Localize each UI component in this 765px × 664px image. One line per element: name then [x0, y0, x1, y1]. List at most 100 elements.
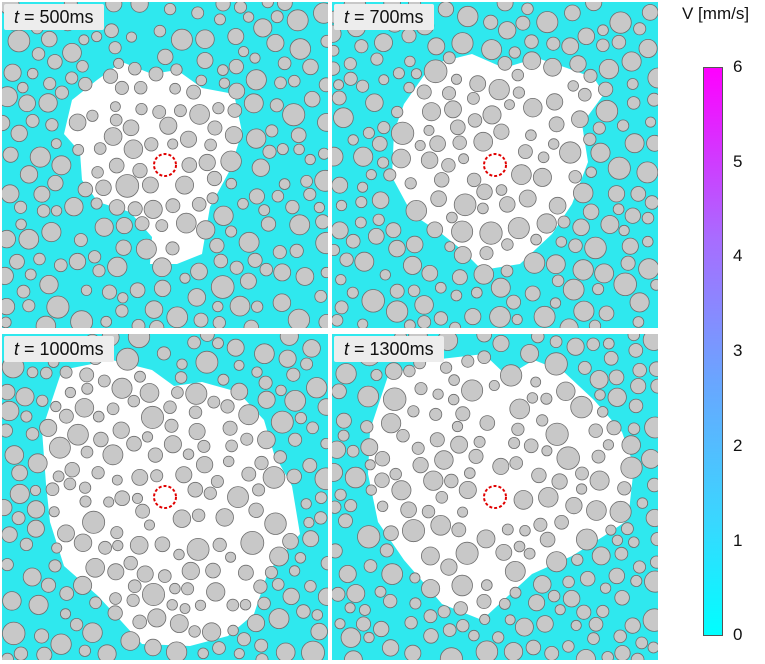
grain-particle: [45, 118, 59, 132]
grain-particle: [556, 446, 580, 470]
grain-particle: [464, 467, 476, 479]
grain-particle: [97, 644, 117, 660]
grain-particle: [196, 456, 214, 474]
grain-particle: [51, 542, 63, 554]
grain-particle: [498, 597, 511, 610]
grain-particle: [135, 238, 157, 260]
grain-particle: [344, 650, 363, 660]
grain-particle: [364, 459, 376, 471]
grain-particle: [630, 186, 647, 202]
grain-particle: [51, 155, 72, 176]
grain-particle: [602, 439, 614, 451]
grain-particle: [217, 64, 229, 76]
grain-particle: [570, 619, 582, 631]
grain-particle: [167, 138, 179, 150]
grain-particle: [482, 105, 502, 125]
grain-particle: [587, 632, 600, 645]
grain-particle: [27, 453, 48, 474]
grain-particle: [185, 382, 208, 405]
grain-particle: [606, 420, 622, 436]
grain-particle: [435, 491, 449, 504]
grain-particle: [556, 381, 576, 402]
grain-particle: [489, 306, 511, 328]
grain-particle: [260, 216, 277, 232]
grain-particle: [127, 201, 143, 217]
grain-particle: [343, 57, 357, 71]
grain-particle: [423, 124, 435, 136]
grain-particle: [632, 560, 646, 574]
grain-particle: [70, 310, 93, 328]
grain-particle: [427, 37, 446, 56]
grain-particle: [332, 543, 343, 559]
grain-particle: [523, 547, 536, 560]
grain-particle: [91, 31, 103, 43]
grain-particle: [577, 361, 592, 375]
grain-particle: [354, 216, 367, 229]
grain-particle: [31, 47, 46, 61]
grain-particle: [568, 170, 582, 184]
grain-particle: [302, 530, 320, 548]
grain-particle: [217, 373, 230, 386]
grain-particle: [498, 21, 517, 40]
grain-particle: [338, 513, 353, 529]
grain-particle: [344, 466, 367, 489]
grain-particle: [289, 38, 312, 60]
grain-particle: [166, 641, 188, 660]
grain-particle: [380, 413, 402, 434]
grain-particle: [457, 5, 479, 28]
grain-particle: [414, 139, 426, 151]
grain-particle: [524, 34, 539, 49]
grain-particle: [302, 458, 318, 473]
grain-particle: [647, 641, 658, 654]
grain-particle: [473, 131, 494, 152]
grain-particle: [215, 2, 231, 12]
grain-particle: [269, 546, 290, 567]
grain-particle: [647, 477, 658, 493]
grain-particle: [451, 522, 467, 538]
grain-particle: [120, 631, 141, 651]
grain-particle: [614, 590, 630, 606]
grain-particle: [333, 107, 354, 128]
grain-particle: [104, 23, 119, 39]
grain-particle: [206, 192, 219, 205]
grain-particle: [396, 428, 410, 443]
grain-particle: [586, 500, 607, 521]
grain-particle: [562, 590, 581, 608]
grain-particle: [546, 254, 566, 275]
grain-particle: [25, 114, 40, 128]
grain-particle: [442, 51, 456, 65]
grain-particle: [2, 229, 16, 249]
grain-particle: [2, 146, 19, 163]
grain-particle: [90, 197, 103, 210]
grain-particle: [357, 525, 381, 549]
grain-particle: [493, 123, 510, 140]
grain-particle: [376, 500, 389, 513]
grain-particle: [272, 245, 287, 260]
time-value: = 700ms: [349, 7, 424, 27]
grain-particle: [315, 491, 328, 504]
grain-particle: [47, 54, 63, 70]
grain-particle: [332, 44, 340, 57]
grain-particle: [320, 34, 328, 48]
grain-particle: [517, 144, 533, 160]
grain-particle: [268, 608, 290, 630]
grain-particle: [435, 281, 447, 294]
grain-particle: [388, 239, 406, 258]
grain-particle: [246, 614, 265, 633]
grain-particle: [205, 562, 221, 579]
grain-particle: [82, 622, 103, 643]
grain-particle: [365, 93, 384, 112]
grain-particle: [592, 121, 606, 135]
grain-particle: [97, 374, 111, 388]
grain-particle: [126, 31, 138, 43]
grain-particle: [53, 258, 68, 273]
grain-particle: [163, 435, 182, 454]
grain-particle: [441, 158, 456, 173]
grain-particle: [621, 51, 642, 72]
grain-particle: [302, 339, 321, 358]
grain-particle: [332, 314, 344, 327]
grain-particle: [506, 294, 522, 310]
grain-particle: [302, 58, 319, 76]
grain-particle: [41, 222, 62, 243]
grain-particle: [128, 61, 142, 76]
